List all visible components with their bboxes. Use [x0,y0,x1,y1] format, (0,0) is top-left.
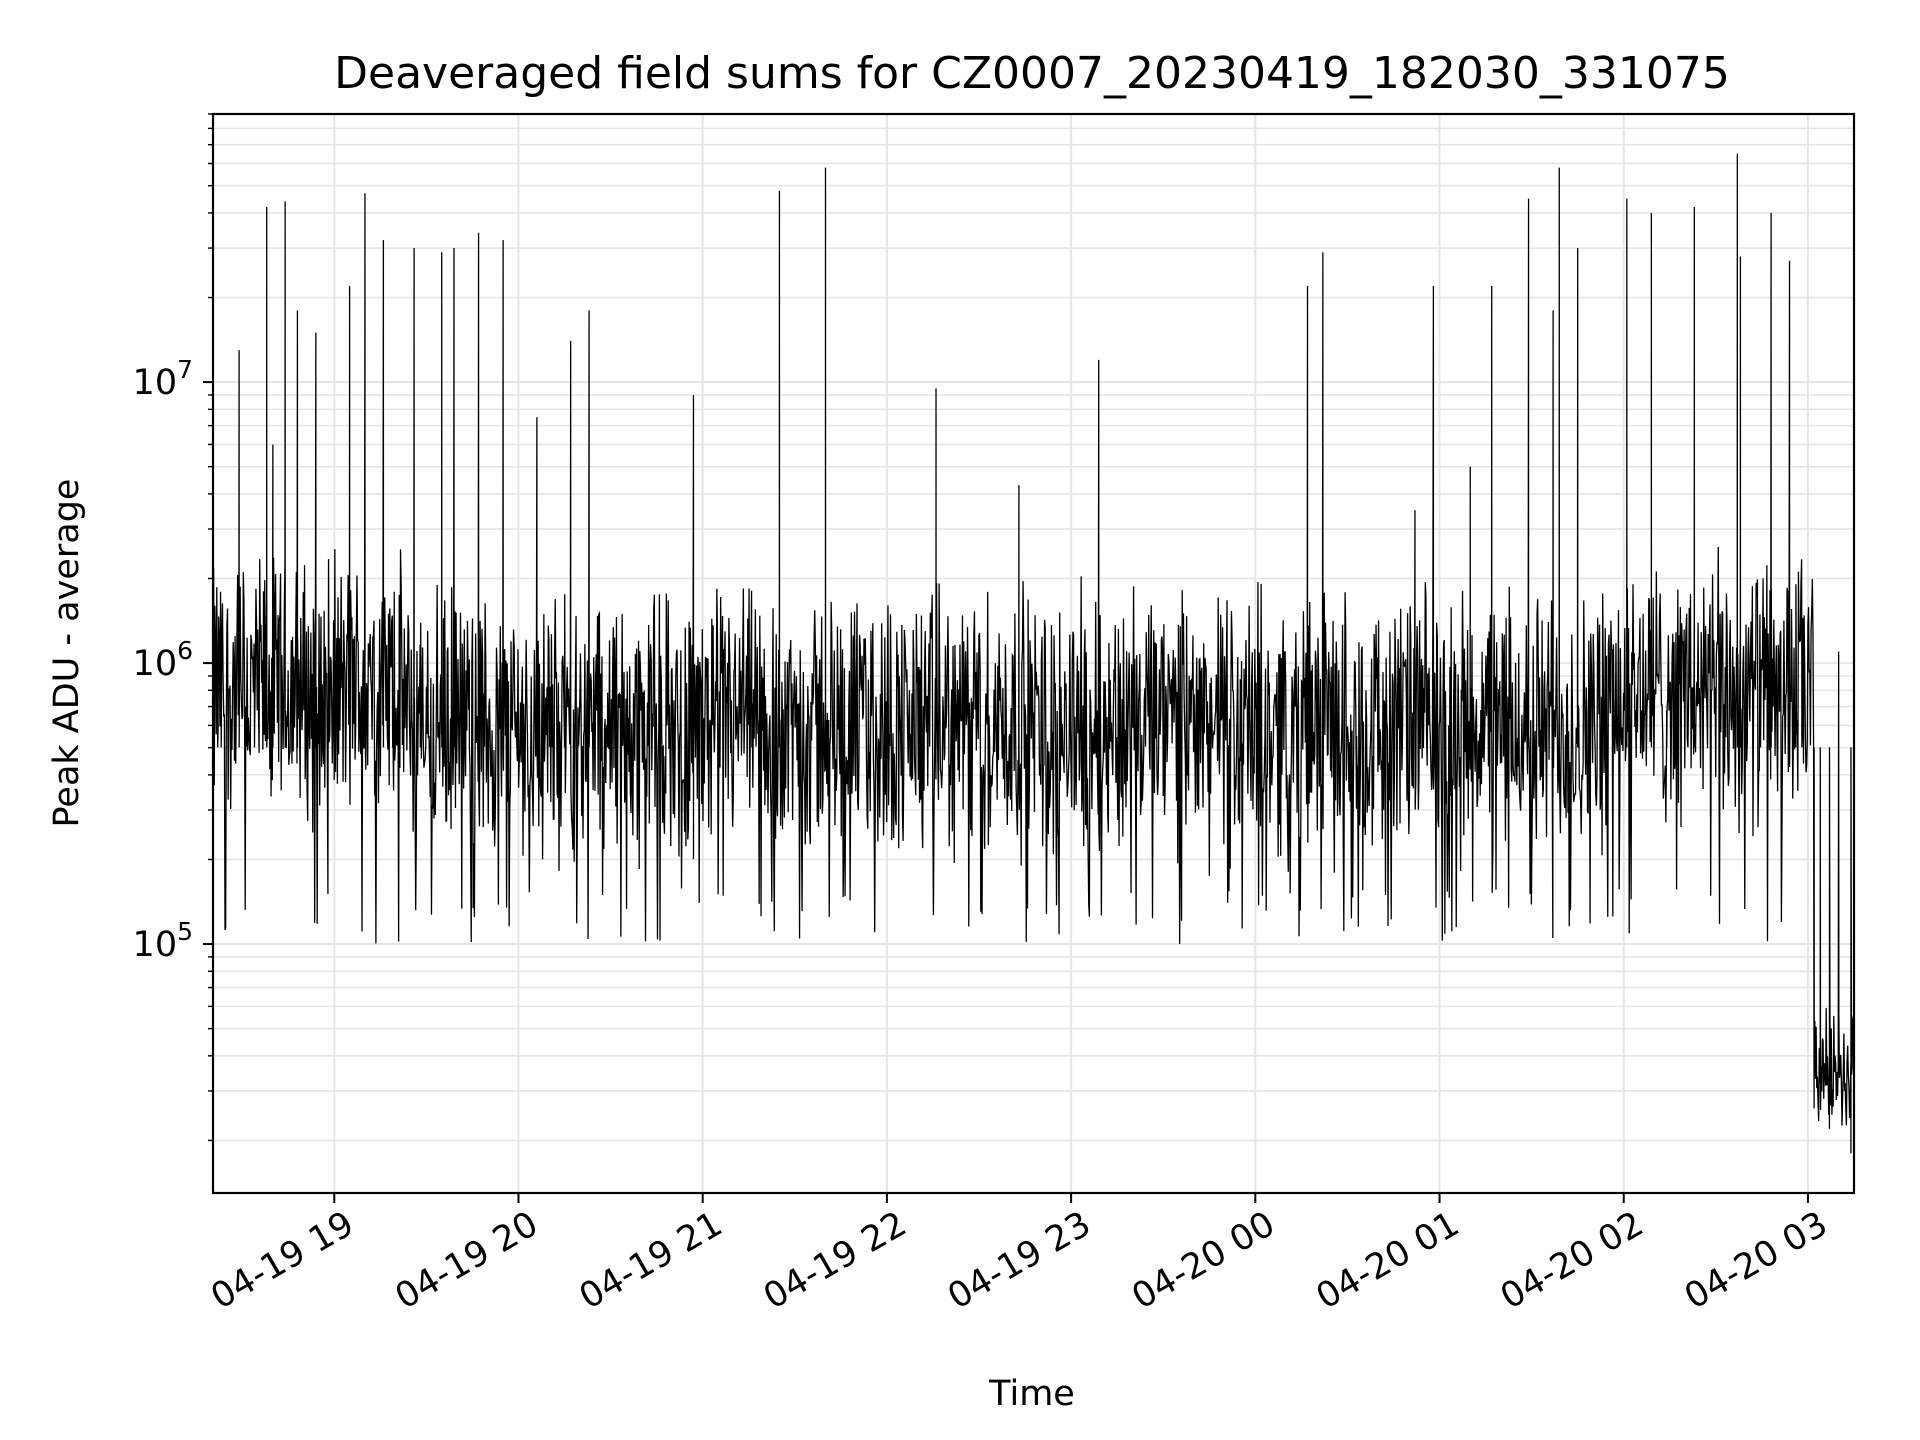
y-tick-label: 106 [133,636,193,684]
y-axis: 105 106 107 [133,113,213,1142]
y-tick-label: 107 [133,355,193,403]
x-axis-label: Time [988,1374,1075,1414]
y-tick-label: 105 [133,917,193,965]
y-axis-label: Peak ADU - average [47,479,87,828]
plot-frame [211,112,1856,1195]
series-layer [212,153,1855,1154]
series-line [212,153,1855,1154]
chart-title: Deaveraged field sums for CZ0007_2023041… [334,48,1730,99]
plot-area [211,112,1856,1195]
